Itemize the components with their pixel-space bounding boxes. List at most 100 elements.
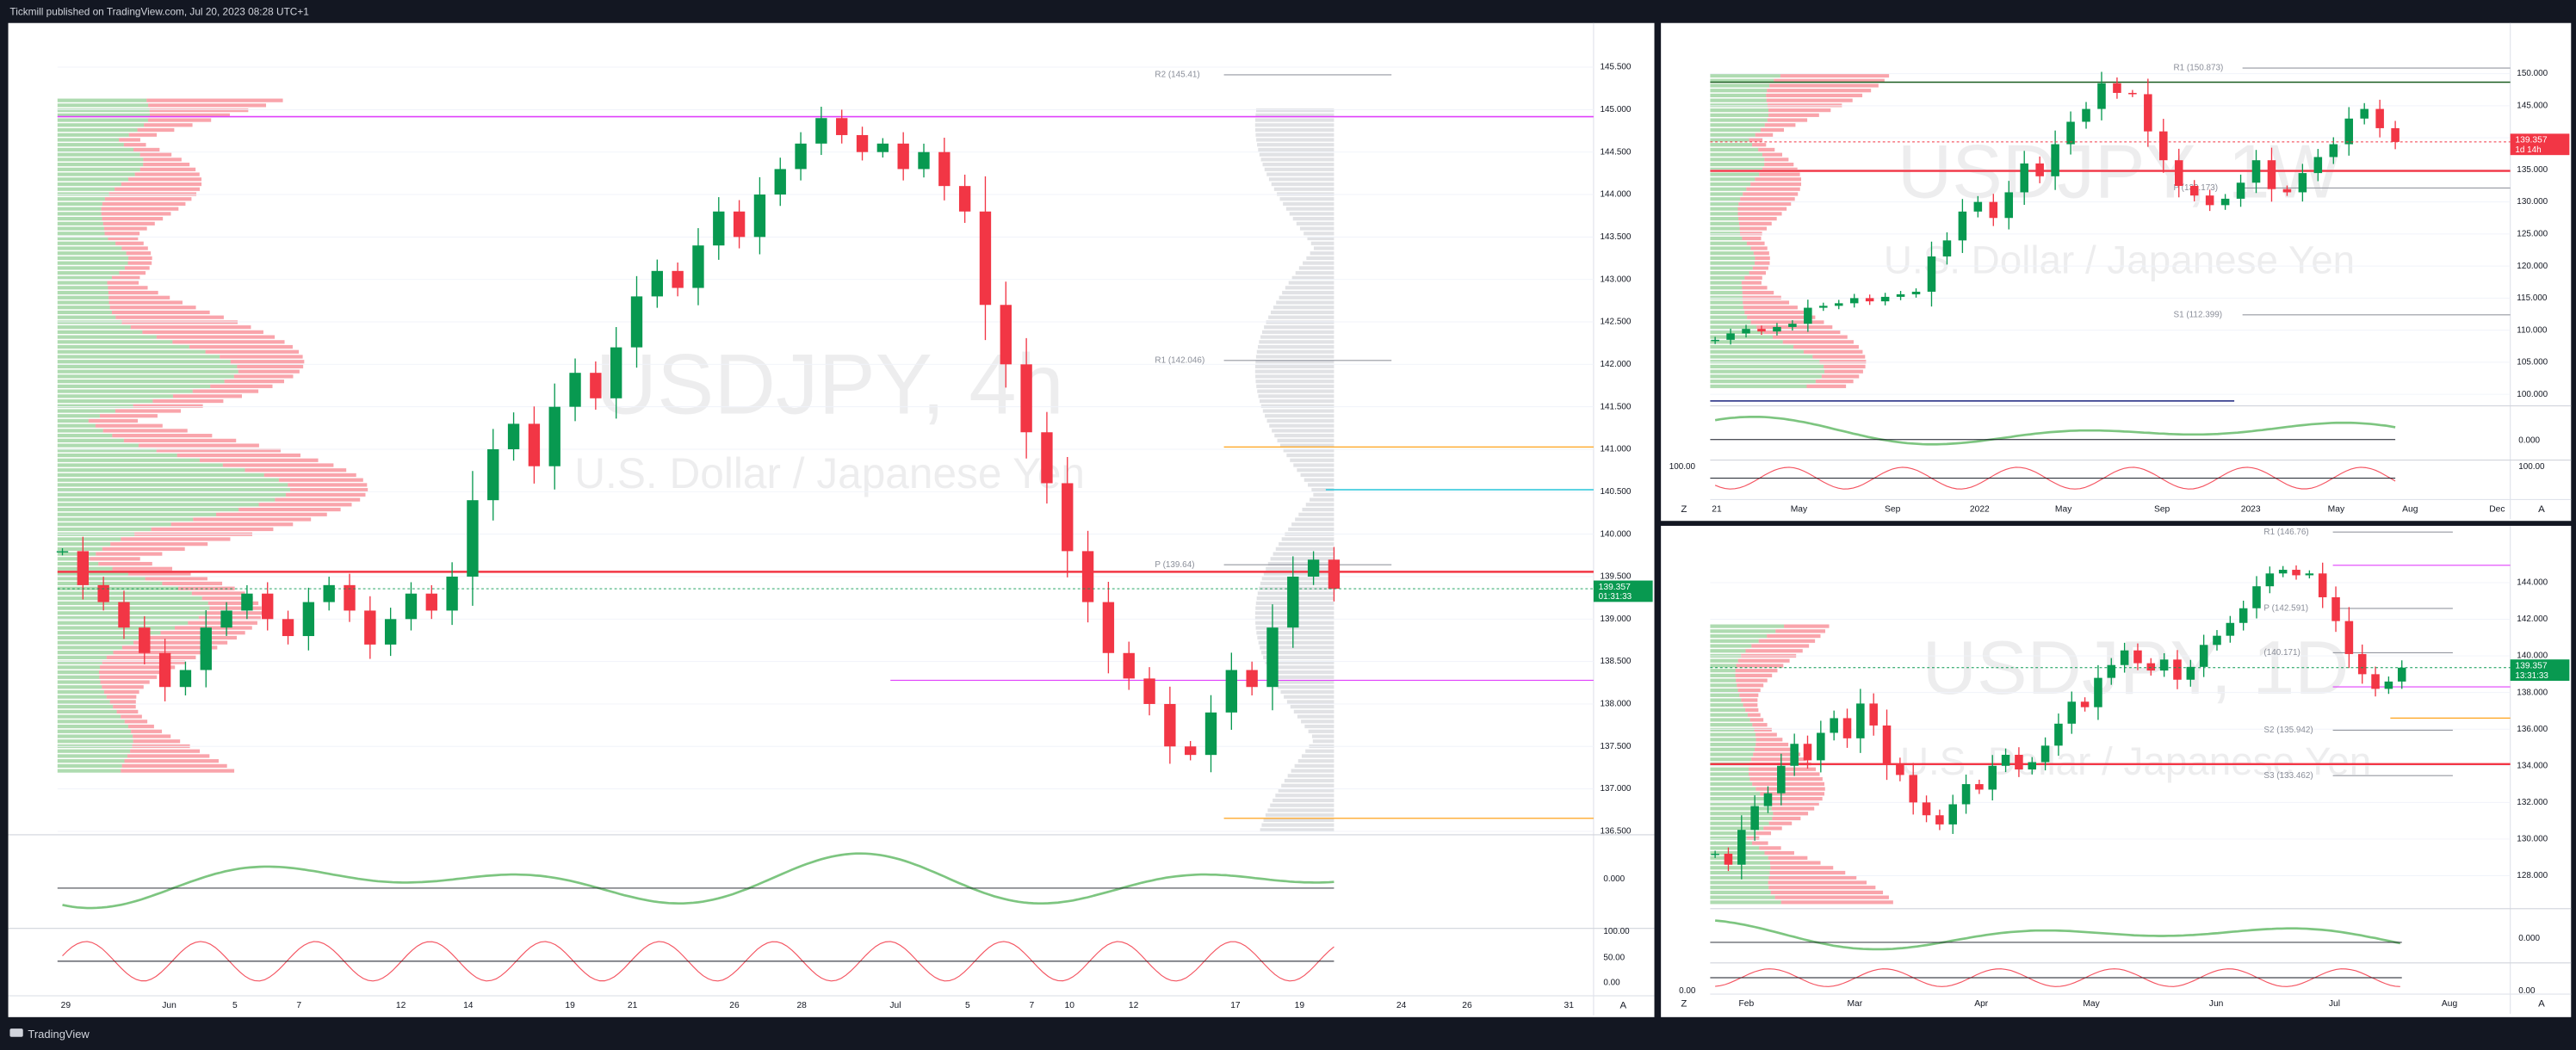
volume-profile-up <box>1710 683 1737 688</box>
pivot-label: S3 (133.462) <box>2263 771 2313 781</box>
volume-profile-down <box>115 241 144 245</box>
volume-profile-up <box>57 360 231 364</box>
candle-body <box>2173 659 2182 680</box>
x-tick-label: 2023 <box>2241 505 2261 515</box>
volume-profile-down <box>119 138 140 142</box>
volume-profile-up <box>57 705 114 709</box>
auto-scale-button[interactable]: Z <box>1681 504 1687 515</box>
volume-profile-down <box>1750 320 1824 324</box>
session-volume-profile <box>1259 340 1334 344</box>
x-tick-label: 12 <box>1129 1001 1139 1010</box>
oscillator-label: 50.00 <box>1603 954 1625 963</box>
volume-profile-up <box>1710 271 1749 275</box>
candle-body <box>1865 298 1874 302</box>
volume-profile-down <box>131 729 163 733</box>
volume-profile-up <box>1710 320 1751 324</box>
x-tick-label: 5 <box>965 1001 970 1010</box>
volume-profile-down <box>237 364 304 369</box>
volume-profile-up <box>57 275 112 280</box>
session-volume-profile <box>1264 325 1334 330</box>
volume-profile-down <box>245 468 347 472</box>
brand-logo[interactable]: TradingView <box>9 1028 90 1041</box>
stochastic-line <box>1714 466 2396 490</box>
volume-profile-up <box>1710 866 1771 870</box>
session-volume-profile <box>1279 542 1334 547</box>
session-volume-profile <box>1260 335 1334 339</box>
session-volume-profile <box>1256 631 1334 635</box>
y-tick-label: 139.000 <box>1601 615 1632 624</box>
volume-profile-down <box>238 369 300 374</box>
volume-profile-up <box>1710 732 1756 737</box>
volume-profile-up <box>57 266 125 270</box>
volume-profile-down <box>199 458 319 462</box>
volume-profile-up <box>1710 315 1748 319</box>
y-tick-label: 145.500 <box>1601 63 1632 72</box>
volume-profile-down <box>1746 836 1760 840</box>
scale-mode-button[interactable]: A <box>2538 504 2545 515</box>
volume-profile-down <box>1743 703 1758 707</box>
volume-profile-up <box>57 113 150 117</box>
volume-profile-up <box>1710 752 1754 757</box>
session-volume-profile <box>1254 364 1334 369</box>
session-volume-profile <box>1270 310 1334 315</box>
volume-profile-up <box>1710 118 1768 122</box>
candle-body <box>2267 160 2276 189</box>
volume-profile-up <box>57 478 279 482</box>
scale-mode-button[interactable]: A <box>1619 1000 1626 1010</box>
y-tick-label: 142.500 <box>1601 318 1632 327</box>
volume-profile-up <box>57 434 113 438</box>
candle-body <box>158 652 171 688</box>
volume-profile-down <box>142 330 263 334</box>
volume-profile-up <box>1710 123 1765 127</box>
session-volume-profile <box>1254 118 1334 122</box>
last-price-tag <box>1593 580 1653 602</box>
candle-body <box>1880 296 1890 302</box>
volume-profile-up <box>1710 895 1775 899</box>
x-tick-label: 26 <box>729 1001 740 1010</box>
y-tick-label: 143.500 <box>1601 232 1632 242</box>
candle-body <box>2375 108 2384 128</box>
volume-profile-down <box>1739 693 1759 697</box>
scale-mode-button[interactable]: A <box>2538 999 2545 1010</box>
volume-profile-up <box>1710 693 1740 697</box>
volume-profile-down <box>108 290 158 295</box>
candle-body <box>2001 755 2010 766</box>
session-volume-profile <box>1266 665 1334 670</box>
session-volume-profile <box>1272 675 1334 679</box>
volume-profile-down <box>1754 727 1772 732</box>
candle-body <box>1081 551 1094 602</box>
volume-profile-down <box>1767 118 1808 122</box>
volume-profile-up <box>57 483 288 487</box>
volume-profile-down <box>116 709 139 713</box>
candle-body <box>2189 185 2199 196</box>
volume-profile-up <box>57 670 99 675</box>
volume-profile-down <box>121 763 227 768</box>
volume-profile-down <box>1780 900 1893 905</box>
auto-scale-button[interactable]: Z <box>1681 999 1687 1010</box>
last-price-label: 139.357 <box>2515 136 2547 145</box>
volume-profile-down <box>1738 201 1792 207</box>
x-tick-label: May <box>2055 505 2072 515</box>
volume-profile-up <box>1710 624 1785 628</box>
volume-profile-down <box>172 340 285 344</box>
session-volume-profile <box>1286 700 1334 704</box>
volume-profile-up <box>57 261 128 265</box>
volume-profile-up <box>1710 241 1747 245</box>
volume-profile-down <box>1767 89 1872 93</box>
volume-profile-down <box>133 404 203 408</box>
volume-profile-up <box>57 497 276 502</box>
volume-profile-up <box>57 739 133 744</box>
volume-profile-up <box>57 611 207 615</box>
volume-profile-up <box>57 749 131 753</box>
session-volume-profile <box>1283 201 1334 207</box>
volume-profile-up <box>1710 73 1780 78</box>
volume-profile-up <box>57 448 157 453</box>
session-volume-profile <box>1271 182 1334 187</box>
x-tick-label: Jun <box>162 1001 176 1010</box>
volume-profile-up <box>1710 669 1736 673</box>
session-volume-profile <box>1288 527 1334 532</box>
x-tick-label: Jun <box>2209 999 2224 1009</box>
candle-body <box>2067 701 2077 724</box>
volume-profile-down <box>108 286 148 290</box>
volume-profile-down <box>121 182 202 187</box>
